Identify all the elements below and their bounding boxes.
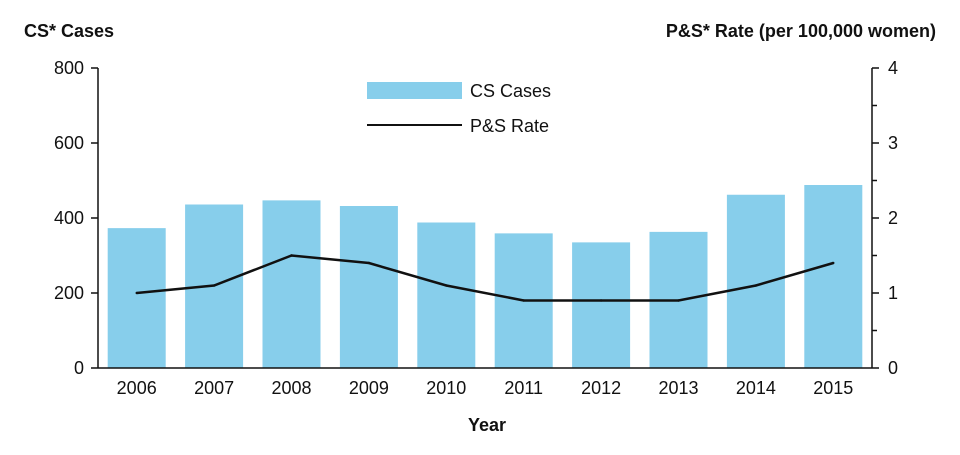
y-tick-label: 800	[54, 58, 84, 78]
y2-tick-label: 3	[888, 133, 898, 153]
x-tick-label: 2007	[194, 378, 234, 398]
y-tick-label: 600	[54, 133, 84, 153]
rate-point-2010	[445, 284, 448, 287]
x-tick-label: 2012	[581, 378, 621, 398]
rate-point-2006	[135, 291, 138, 295]
bar-2009	[339, 206, 398, 368]
legend-swatch-cs-cases	[367, 82, 462, 99]
rate-point-2009	[367, 261, 371, 265]
rate-point-2015	[832, 261, 835, 265]
y2-tick-label: 0	[888, 358, 898, 378]
rate-point-2014	[754, 284, 758, 287]
bar-2010	[417, 222, 476, 368]
y-axis-label: CS* Cases	[24, 21, 114, 41]
x-tick-label: 2014	[736, 378, 776, 398]
rate-point-2011	[522, 299, 525, 302]
rate-point-2013	[677, 299, 680, 302]
x-tick-label: 2013	[658, 378, 698, 398]
bar-2008	[262, 200, 321, 368]
x-tick-label: 2011	[504, 378, 543, 398]
x-axis-label: Year	[468, 415, 506, 435]
y2-tick-label: 4	[888, 58, 898, 78]
rate-point-2012	[599, 299, 603, 302]
rate-line	[136, 254, 834, 302]
rate-point-2007	[212, 284, 216, 287]
y-tick-label: 0	[74, 358, 84, 378]
x-tick-label: 2009	[349, 378, 389, 398]
bar-2014	[726, 194, 785, 368]
x-tick-label: 2006	[117, 378, 157, 398]
legend-label-ps-rate: P&S Rate	[470, 116, 549, 136]
y-tick-label: 400	[54, 208, 84, 228]
x-tick-label: 2015	[813, 378, 853, 398]
legend-label-cs-cases: CS Cases	[470, 81, 551, 101]
y2-tick-label: 1	[888, 283, 898, 303]
bar-2006	[107, 228, 166, 368]
rate-point-2008	[290, 254, 293, 257]
bar-2012	[572, 242, 631, 368]
bar-2015	[804, 185, 863, 368]
x-tick-label: 2008	[271, 378, 311, 398]
y-tick-label: 200	[54, 283, 84, 303]
y2-tick-label: 2	[888, 208, 898, 228]
y2-axis-label: P&S* Rate (per 100,000 women)	[666, 21, 936, 41]
x-tick-label: 2010	[426, 378, 466, 398]
